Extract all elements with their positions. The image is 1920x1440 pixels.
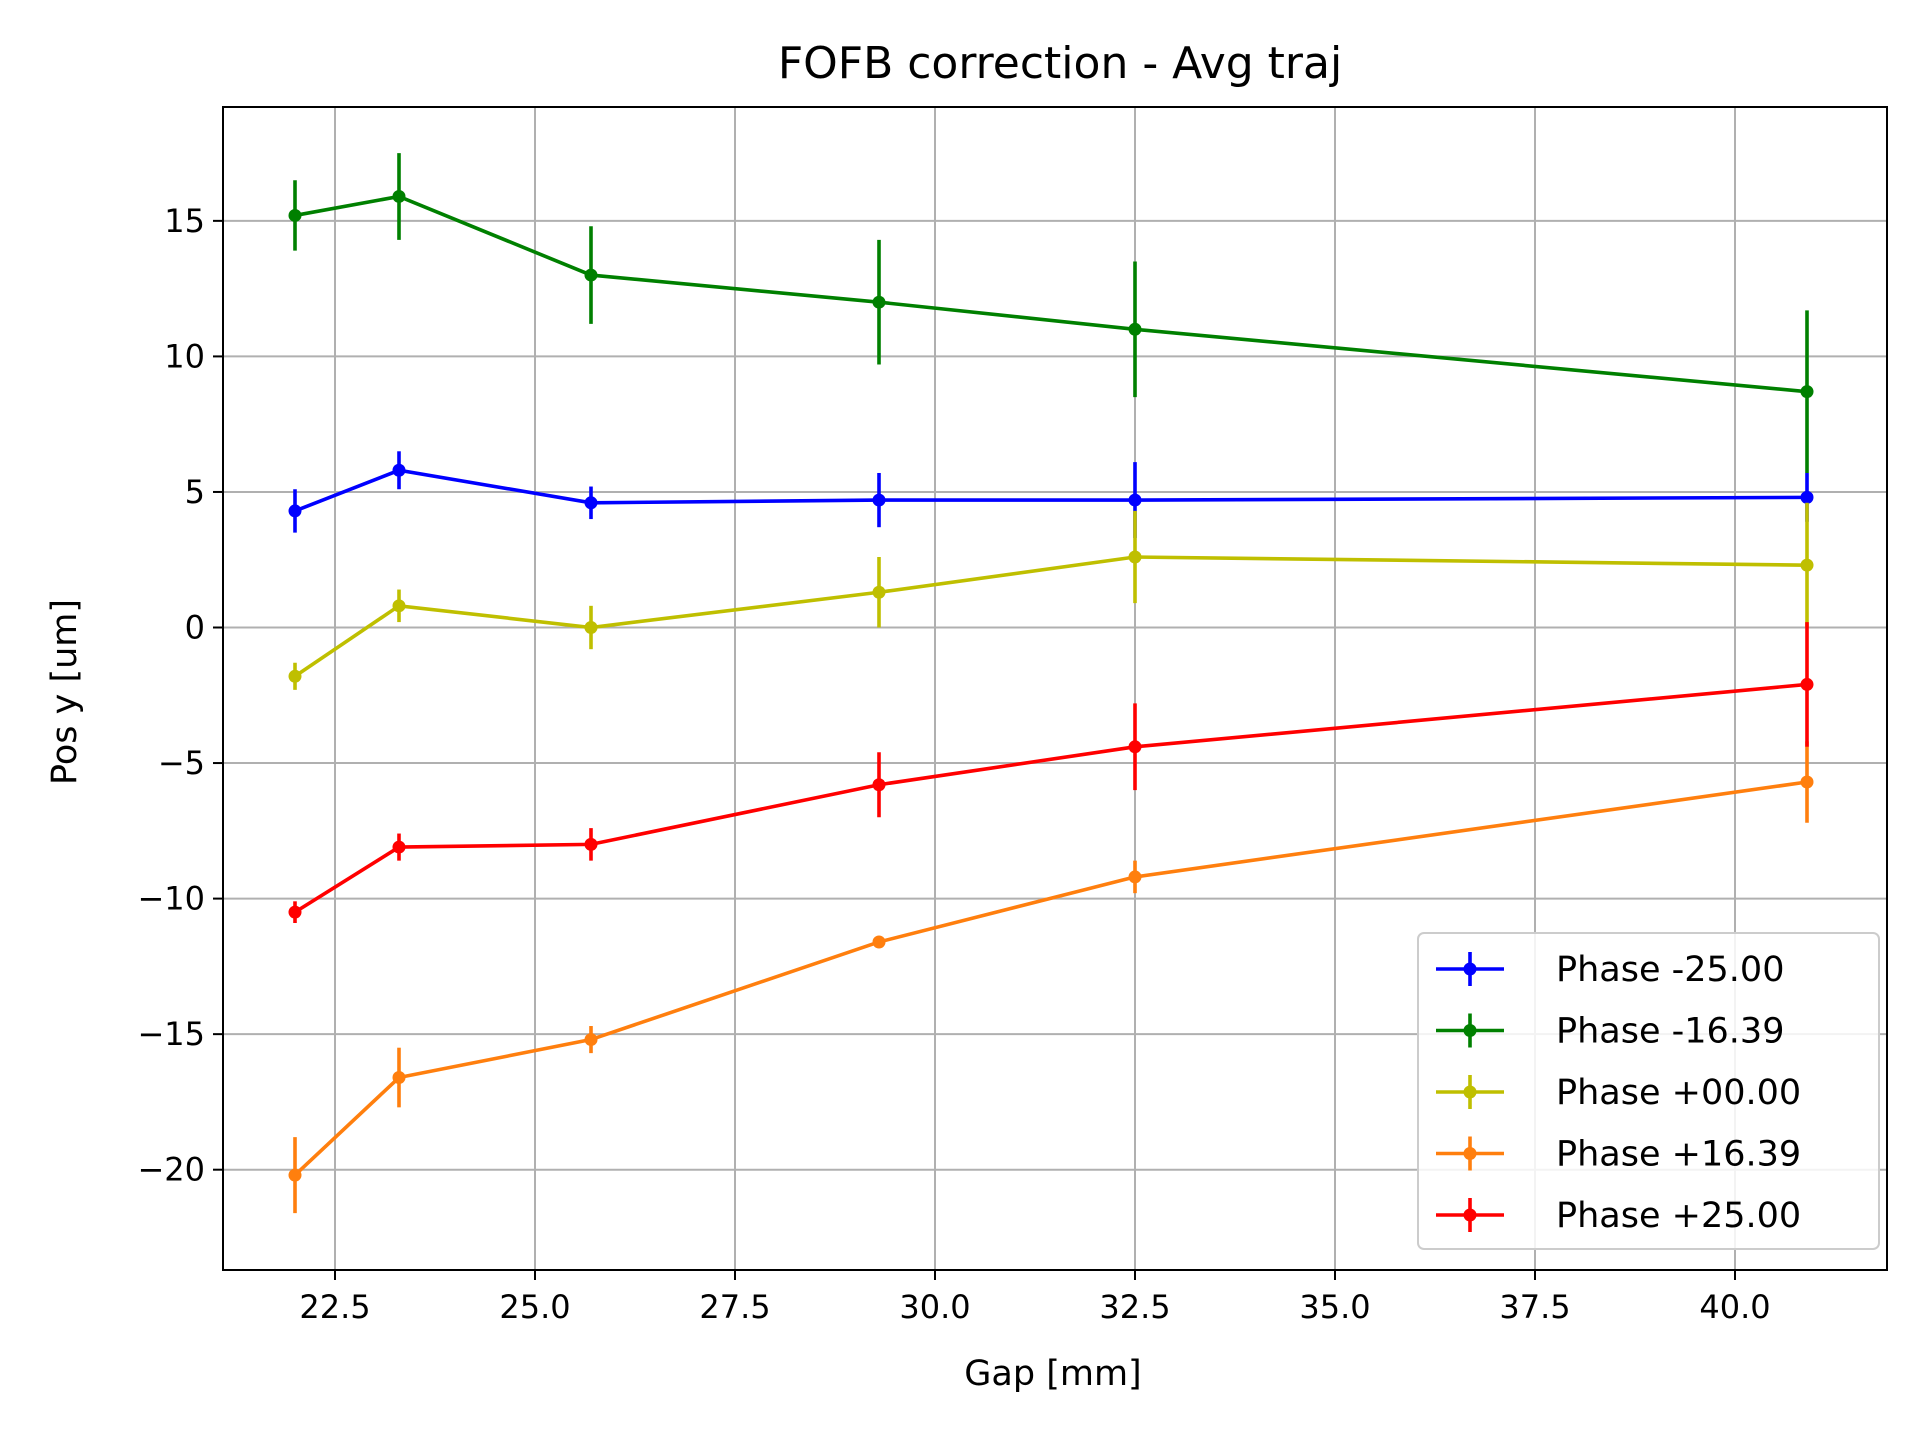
x-tick-label: 27.5 <box>699 1288 770 1326</box>
legend-label: Phase +16.39 <box>1556 1135 1801 1175</box>
series-4 <box>288 622 1814 923</box>
data-point <box>872 585 886 599</box>
data-point <box>392 463 406 477</box>
legend-marker <box>1463 1085 1477 1099</box>
legend-item: Phase +25.00 <box>1436 1196 1801 1236</box>
y-tick-label: −20 <box>137 1151 205 1189</box>
data-point <box>288 208 302 222</box>
data-point <box>584 837 598 851</box>
data-point <box>872 778 886 792</box>
data-point <box>392 599 406 613</box>
data-point <box>872 295 886 309</box>
data-point <box>584 621 598 635</box>
x-tick-label: 22.5 <box>299 1288 370 1326</box>
series-line <box>293 780 1808 1177</box>
legend-marker <box>1463 962 1477 976</box>
legend-item: Phase +16.39 <box>1436 1135 1801 1175</box>
data-point <box>584 496 598 510</box>
data-point <box>1128 740 1142 754</box>
legend-marker <box>1463 1024 1477 1037</box>
series-line <box>294 194 1808 394</box>
data-point <box>288 1168 302 1182</box>
y-tick-label: 0 <box>185 609 205 647</box>
series-line <box>293 555 1808 678</box>
legend-item: Phase -25.00 <box>1436 950 1784 990</box>
series-2 <box>288 502 1814 690</box>
data-point <box>392 1071 406 1085</box>
data-point <box>1128 493 1142 507</box>
data-point <box>1800 490 1814 504</box>
x-tick-label: 40.0 <box>1699 1288 1770 1326</box>
chart-title: FOFB correction - Avg traj <box>778 38 1342 89</box>
legend-item: Phase +00.00 <box>1436 1073 1801 1113</box>
x-tick-label: 32.5 <box>1099 1288 1170 1326</box>
y-tick-label: −5 <box>158 744 205 782</box>
ticks: 22.5 25.0 27.5 30.0 32.5 35.0 37.5 40.0 −20 −15 −1… <box>137 202 1770 1326</box>
y-tick-label: −15 <box>137 1015 205 1053</box>
series-line <box>294 468 1808 513</box>
legend-label: Phase +00.00 <box>1556 1073 1801 1113</box>
x-axis-label: Gap [mm] <box>964 1354 1141 1394</box>
legend-label: Phase -16.39 <box>1556 1012 1784 1052</box>
y-axis-label: Pos y [um] <box>45 599 85 785</box>
series-0 <box>288 451 1814 539</box>
data-point <box>584 1033 598 1047</box>
series-1 <box>288 153 1814 473</box>
data-point <box>1800 558 1814 572</box>
legend-marker <box>1463 1208 1477 1222</box>
data-point <box>1800 677 1814 691</box>
data-point <box>288 905 302 919</box>
data-point <box>392 840 406 854</box>
data-point <box>584 268 598 282</box>
series-line <box>294 682 1808 914</box>
series-layer <box>288 153 1814 1214</box>
x-tick-label: 30.0 <box>899 1288 970 1326</box>
data-point <box>392 189 406 203</box>
x-tick-label: 25.0 <box>499 1288 570 1326</box>
x-tick-label: 37.5 <box>1499 1288 1570 1326</box>
data-point <box>1128 322 1142 336</box>
y-tick-label: −10 <box>137 880 205 918</box>
legend-label: Phase -25.00 <box>1556 950 1784 990</box>
legend-marker <box>1463 1147 1477 1160</box>
data-point <box>872 935 886 949</box>
data-point <box>1128 870 1142 884</box>
data-point <box>288 504 302 518</box>
series-3 <box>288 741 1814 1214</box>
y-tick-label: 15 <box>164 202 205 240</box>
y-tick-label: 10 <box>164 337 205 375</box>
data-point <box>1800 385 1814 399</box>
x-tick-label: 35.0 <box>1299 1288 1370 1326</box>
plot-frame <box>222 106 1888 1271</box>
data-point <box>288 669 302 683</box>
data-point <box>1800 775 1814 789</box>
data-point <box>1128 550 1142 564</box>
legend-item: Phase -16.39 <box>1436 1012 1784 1052</box>
legend-box <box>1417 932 1880 1250</box>
legend-label: Phase +25.00 <box>1556 1196 1801 1236</box>
legend: Phase -25.00 Phase -16.39 Phase +00.00 Phas… <box>1417 932 1880 1250</box>
data-point <box>872 493 886 507</box>
y-tick-label: 5 <box>185 473 205 511</box>
